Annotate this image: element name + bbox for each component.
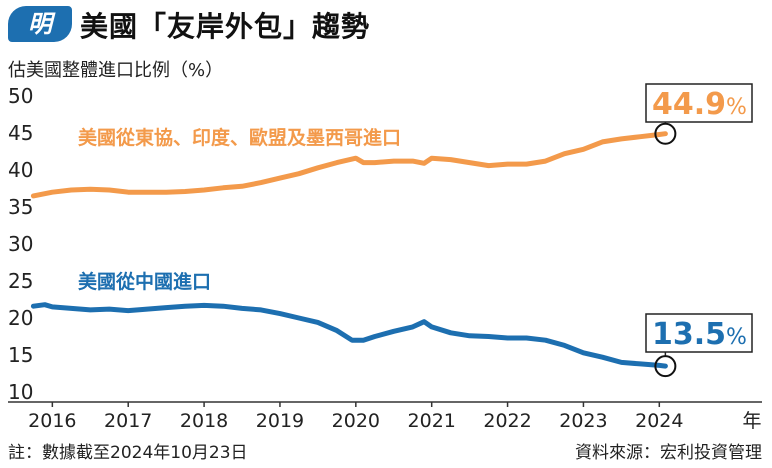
- y-tick-label: 30: [8, 232, 33, 256]
- series-line-china: [30, 302, 668, 369]
- x-tick-label: 2017: [104, 410, 152, 432]
- endpoint-value-label: 13.5%: [652, 317, 747, 352]
- x-tick-label: 2023: [559, 410, 607, 432]
- x-tick-label: 2024: [635, 410, 683, 432]
- footer-note: 註：數據截至2024年10月23日: [8, 443, 248, 463]
- logo-badge: 明: [8, 6, 72, 42]
- endpoint-value-number: 44.9: [652, 87, 726, 122]
- logo-badge-text: 明: [28, 9, 52, 38]
- y-tick-label: 25: [8, 269, 33, 293]
- endpoint-value-unit: %: [726, 325, 747, 350]
- y-tick-label: 10: [8, 380, 33, 404]
- header: 明 美國「友岸外包」趨勢: [0, 0, 772, 48]
- y-tick-label: 50: [8, 84, 33, 108]
- y-tick-label: 35: [8, 195, 33, 219]
- series-name-label: 美國從中國進口: [78, 270, 211, 293]
- x-tick-label: 2020: [332, 410, 380, 432]
- x-tick-label: 2016: [28, 410, 76, 432]
- y-tick-label: 15: [8, 343, 33, 367]
- series-lines: [30, 131, 668, 369]
- x-tick-label: 2019: [256, 410, 304, 432]
- endpoint-value-box: [645, 313, 753, 353]
- y-axis-ticks: 10 15 20 25 30 35 40 45 50: [8, 84, 33, 404]
- endpoint-value-label: 44.9%: [652, 87, 747, 122]
- x-tick-label: 2021: [408, 410, 456, 432]
- y-tick-label: 40: [8, 158, 33, 182]
- endpoint-value-number: 13.5: [652, 317, 726, 352]
- series-name-label: 美國從東協、印度、歐盟及墨西哥進口: [78, 126, 401, 149]
- y-axis-label: 估美國整體進口比例（%）: [8, 60, 224, 81]
- endpoint-marker: [654, 122, 677, 145]
- endpoint-marker: [654, 355, 677, 378]
- chart-title: 美國「友岸外包」趨勢: [80, 10, 371, 43]
- x-axis: 2016 2017 2018 2019 2020 2021 2022 2023 2024 年: [8, 401, 762, 432]
- y-tick-label: 20: [8, 306, 33, 330]
- series-line-asean-india-eu-mexico: [30, 131, 668, 199]
- endpoint-value-unit: %: [726, 95, 747, 120]
- footer-source: 資料來源：宏利投資管理: [575, 443, 762, 463]
- y-tick-label: 45: [8, 121, 33, 145]
- x-tick-label: 2022: [483, 410, 531, 432]
- endpoint-value-box: [645, 83, 753, 123]
- series-endpoints: 44.9%13.5%: [645, 83, 753, 378]
- x-axis-unit-label: 年: [742, 410, 761, 432]
- x-tick-label: 2018: [180, 410, 228, 432]
